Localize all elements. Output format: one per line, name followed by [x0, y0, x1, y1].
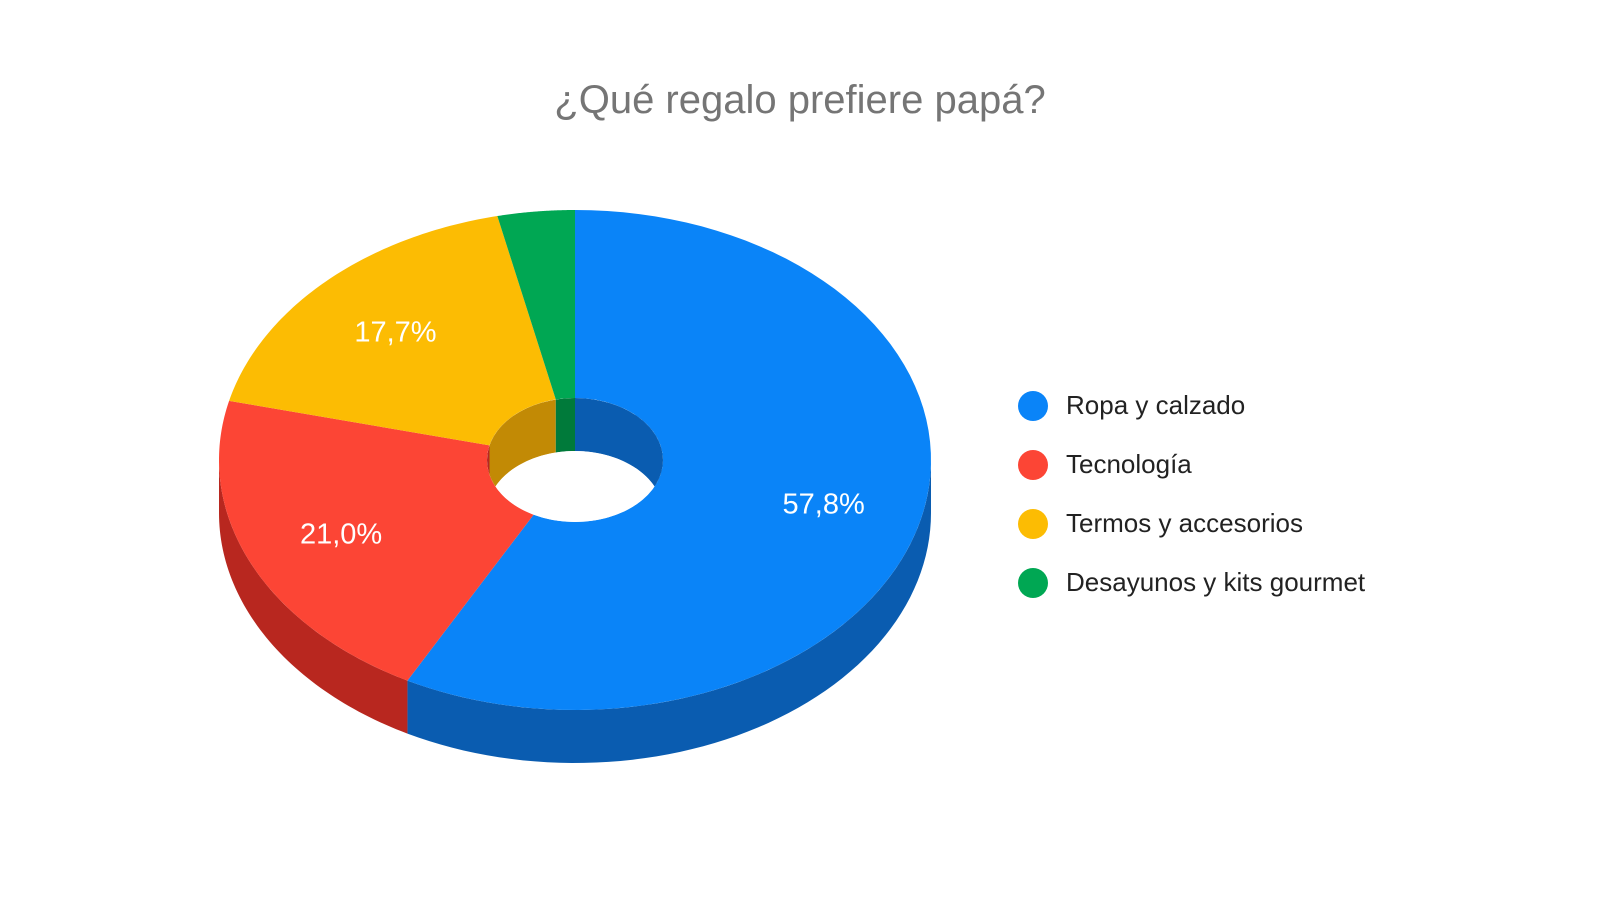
- legend-item[interactable]: Tecnología: [1018, 435, 1365, 494]
- legend-item[interactable]: Desayunos y kits gourmet: [1018, 553, 1365, 612]
- pie-inner-hole: [487, 398, 663, 522]
- legend-item[interactable]: Termos y accesorios: [1018, 494, 1365, 553]
- pie-slice[interactable]: [219, 400, 534, 681]
- legend: Ropa y calzado Tecnología Termos y acces…: [1018, 376, 1365, 612]
- legend-swatch: [1018, 508, 1048, 539]
- legend-label: Ropa y calzado: [1066, 390, 1246, 420]
- pie-hole-walls: [487, 398, 663, 522]
- pie-slice[interactable]: [229, 216, 556, 446]
- legend-swatch: [1018, 567, 1048, 598]
- legend-item[interactable]: Ropa y calzado: [1018, 376, 1365, 435]
- legend-label: Termos y accesorios: [1066, 508, 1303, 538]
- pie-inner-wall-2: [489, 399, 556, 499]
- data-label: 21,0%: [300, 519, 382, 551]
- pie-side-1: [219, 460, 408, 734]
- legend-swatch: [1018, 390, 1048, 421]
- legend-swatch: [1018, 449, 1048, 480]
- pie-slice[interactable]: [407, 210, 931, 710]
- data-label: 57,8%: [783, 489, 865, 521]
- pie-hole-floor: [487, 451, 663, 522]
- pie-data-labels: 57,8% 21,0% 17,7%: [300, 317, 865, 551]
- legend-label: Tecnología: [1066, 449, 1192, 479]
- chart-title: ¿Qué regalo prefiere papá?: [554, 78, 1046, 122]
- pie-top-faces: [219, 210, 931, 710]
- pie-inner-wall-3: [555, 398, 575, 453]
- pie-inner-wall-0: [575, 398, 663, 513]
- legend-label: Desayunos y kits gourmet: [1066, 567, 1366, 597]
- pie-side-0: [407, 460, 931, 763]
- pie-side-walls: [219, 460, 931, 763]
- data-label: 17,7%: [354, 317, 436, 349]
- pie-slice[interactable]: [497, 210, 575, 400]
